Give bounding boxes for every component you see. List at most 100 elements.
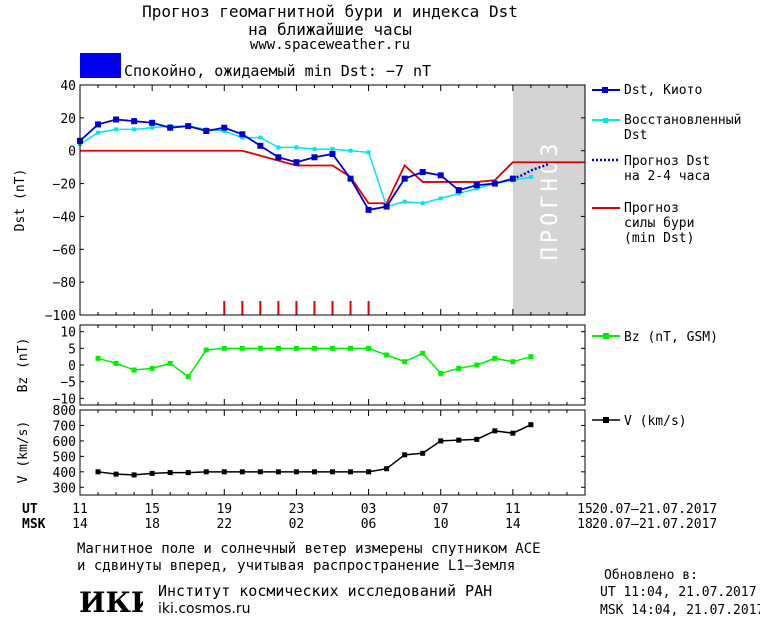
legend-storm-3: (min Dst) — [624, 231, 694, 246]
chart-subtitle: на ближайшие часы — [248, 20, 412, 39]
msk-date-range: 20.07–21.07.2017 — [592, 517, 717, 532]
bz-panel: 105 0 −5−10 Bz (nT) — [16, 324, 586, 407]
dst-kyoto-point — [455, 187, 462, 194]
restored-dst-point — [330, 147, 335, 152]
msk-tick-label: 22 — [216, 517, 232, 532]
dst-kyoto-point — [329, 151, 336, 157]
footer-note-line2: и сдвинуты вперед, учитывая распростране… — [77, 558, 516, 574]
bz-point — [257, 345, 263, 351]
v-point — [438, 438, 444, 444]
bz-point — [221, 345, 227, 351]
v-ytick-label: 600 — [53, 435, 76, 450]
dst-kyoto-point — [311, 154, 318, 161]
footer-note-line1: Магнитное поле и солнечный ветер измерен… — [77, 541, 541, 557]
legend-forecast-1: Прогноз Dst — [624, 154, 710, 169]
restored-dst-point — [366, 150, 371, 155]
ut-tick-label: 11 — [72, 502, 88, 517]
msk-tick-label: 06 — [361, 517, 377, 532]
dst-kyoto-point — [473, 182, 480, 189]
dst-ytick-label: 40 — [60, 79, 76, 94]
dst-frame — [79, 84, 586, 316]
dst-forecast-line — [512, 162, 550, 180]
dst-ytick-label: −100 — [45, 309, 76, 324]
v-line — [97, 424, 532, 476]
restored-dst-point — [474, 186, 479, 191]
dst-kyoto-point — [365, 206, 372, 213]
bz-point — [420, 350, 426, 356]
ut-tick-label: 03 — [361, 502, 377, 517]
dst-kyoto-point — [491, 180, 498, 187]
v-point — [221, 469, 227, 475]
restored-dst-point — [240, 135, 245, 140]
bz-line — [97, 347, 532, 378]
ut-tick-label: 23 — [289, 502, 305, 517]
bz-point — [510, 359, 516, 365]
restored-dst-point — [420, 201, 425, 206]
bz-point — [293, 345, 299, 351]
ut-tick-label: 19 — [216, 502, 232, 517]
storm-forecast-line — [80, 149, 585, 205]
v-point — [203, 469, 209, 475]
restored-dst-point — [258, 135, 263, 140]
ut-tick-label: 15 — [577, 502, 593, 517]
institute-name: Институт космических исследований РАН — [158, 582, 493, 600]
bz-ytick-label: −10 — [53, 392, 76, 407]
dst-kyoto-point — [275, 154, 282, 161]
restored-dst-point — [456, 191, 461, 196]
dst-ytick-label: −40 — [53, 210, 76, 225]
ut-tick-label: 07 — [433, 502, 449, 517]
bz-point — [528, 354, 534, 360]
v-ylabel: V (km/s) — [16, 421, 31, 484]
bz-point — [330, 345, 335, 351]
dst-ytick-label: −20 — [53, 178, 76, 193]
restored-dst-point — [132, 127, 137, 132]
forecast-band — [512, 85, 585, 315]
institute-url[interactable]: iki.cosmos.ru — [158, 601, 251, 617]
v-point — [420, 450, 426, 456]
dst-ytick-label: 0 — [68, 145, 76, 160]
dst-panel: ПРОГНОЗ 40 20 0 −20 −40 −60 −80 −100 Dst (nT) — [13, 79, 586, 324]
dst-kyoto-point — [167, 124, 174, 131]
dst-kyoto-point — [149, 119, 156, 126]
iki-logo-text: ИКИ — [79, 586, 143, 616]
restored-dst-line — [79, 125, 532, 208]
bz-point — [185, 374, 191, 380]
dst-ylabel: Dst (nT) — [13, 169, 28, 232]
dst-kyoto-point — [221, 124, 228, 131]
dst-kyoto-point — [347, 175, 354, 182]
dst-kyoto-point — [293, 159, 300, 166]
msk-tick-label: 18 — [577, 517, 593, 532]
legend-restored-2: Dst — [624, 128, 647, 143]
v-point — [293, 469, 299, 475]
v-point — [456, 437, 462, 443]
ut-tick-label: 11 — [505, 502, 521, 517]
legend-dst-marker — [602, 87, 608, 93]
dst-ytick-label: −80 — [53, 276, 76, 291]
legend-dst-kyoto: Dst, Киото — [624, 83, 702, 98]
legend: Dst, Киото Восстановленный Dst Прогноз D… — [592, 83, 741, 429]
v-point — [330, 469, 335, 475]
ut-date-range: 20.07–21.07.2017 — [592, 502, 717, 517]
legend-v: V (km/s) — [624, 414, 687, 429]
dst-kyoto-point — [113, 116, 120, 123]
dst-kyoto-point — [239, 131, 246, 138]
updated-msk: MSK 14:04, 21.07.2017 — [600, 603, 760, 618]
dst-ytick-label: −60 — [53, 243, 76, 258]
restored-dst-point — [114, 127, 119, 132]
v-point — [131, 472, 137, 478]
v-point — [239, 469, 245, 475]
msk-axis-label: MSK — [22, 517, 46, 532]
forecast-band-label: ПРОГНОЗ — [538, 140, 563, 261]
v-point — [492, 428, 498, 434]
dst-kyoto-point — [419, 169, 426, 176]
v-ytick-label: 500 — [53, 450, 76, 465]
v-point — [402, 452, 408, 458]
legend-forecast-2: на 2-4 часа — [624, 169, 710, 184]
bz-point — [239, 345, 245, 351]
bz-point — [456, 365, 462, 371]
bz-point — [384, 352, 390, 358]
legend-bz: Bz (nT, GSM) — [624, 330, 718, 345]
v-point — [366, 469, 372, 475]
dst-kyoto-point — [131, 118, 138, 125]
